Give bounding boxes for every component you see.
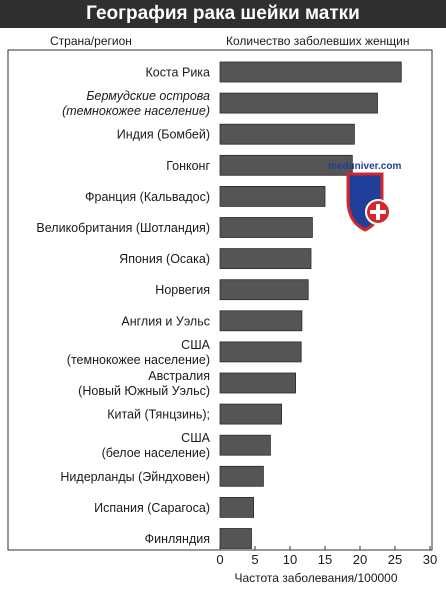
cross-horizontal-icon (370, 210, 386, 214)
bar-8 (219, 310, 303, 332)
bar-12 (219, 434, 271, 456)
bar-5 (219, 217, 313, 238)
category-header: Страна/регион (50, 34, 132, 48)
title-bar (0, 0, 446, 28)
category-label-14-line-0: Испания (Сарагоса) (94, 501, 210, 515)
x-tick-label-3: 15 (318, 552, 332, 567)
category-label-10-line-0: Австралия (148, 369, 210, 383)
bar-3 (219, 154, 353, 176)
x-tick-label-1: 5 (251, 552, 258, 567)
x-tick-label-4: 20 (353, 552, 367, 567)
category-label-5-line-0: Великобритания (Шотландия) (36, 221, 210, 235)
category-label-2-line-0: Индия (Бомбей) (117, 128, 210, 142)
category-label-11-line-0: Китай (Тянцзинь); (107, 408, 210, 422)
bar-9 (219, 341, 302, 363)
bar-2 (219, 123, 355, 145)
category-label-4-line-0: Франция (Кальвадос) (85, 190, 210, 204)
page-title: География рака шейки матки (86, 3, 360, 24)
category-label-12-line-0: США (181, 431, 210, 445)
bar-13 (219, 465, 264, 487)
x-tick-label-5: 25 (388, 552, 402, 567)
bar-1 (219, 92, 378, 114)
x-tick-label-2: 10 (283, 552, 297, 567)
category-label-0-line-0: Коста Рика (145, 66, 210, 80)
bar-14 (219, 496, 254, 518)
category-label-6-line-0: Япония (Осака) (119, 252, 210, 266)
value-header: Количество заболевших женщин (226, 34, 409, 48)
bar-6 (219, 248, 312, 270)
watermark-text: meduniver.com (328, 161, 401, 172)
meduniver-watermark: meduniver.com (328, 161, 401, 232)
category-label-12-line-1: (белое население) (102, 446, 210, 460)
category-label-10-line-1: (Новый Южный Уэльс) (78, 384, 210, 398)
category-label-15-line-0: Финляндия (145, 532, 210, 546)
bars-layer (219, 61, 402, 549)
bar-11 (219, 403, 282, 425)
category-label-1-line-1: (темнокожее население) (62, 104, 210, 118)
bar-7 (219, 279, 309, 301)
x-tick-label-6: 30 (423, 552, 437, 567)
category-label-3-line-0: Гонконг (166, 159, 210, 173)
category-label-1-line-0: Бермудские острова (86, 89, 210, 103)
x-axis-label: Частота заболевания/100000 (234, 571, 397, 585)
bar-0 (219, 61, 402, 83)
bar-4 (219, 185, 326, 207)
category-label-9-line-0: США (181, 338, 210, 352)
category-label-8-line-0: Англия и Уэльс (121, 314, 210, 328)
bar-10 (219, 372, 296, 394)
x-tick-label-0: 0 (216, 552, 223, 567)
category-label-9-line-1: (темнокожее население) (67, 353, 210, 367)
bar-15 (219, 528, 252, 549)
x-axis: 0 5 10 15 20 25 30 (216, 546, 437, 567)
category-label-7-line-0: Норвегия (155, 283, 210, 297)
category-label-13-line-0: Нидерланды (Эйндховен) (60, 470, 210, 484)
